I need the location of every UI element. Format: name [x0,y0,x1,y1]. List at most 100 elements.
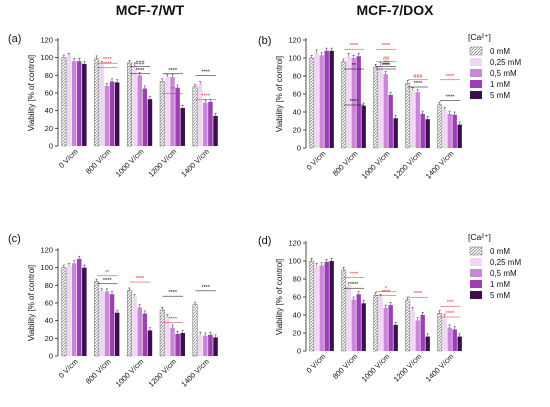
bar [425,119,430,148]
x-tick-label: 0 V/cm [305,352,328,375]
y-tick-label: 0 [49,142,53,151]
panel-b: (b) 0 20 40 60 80 100 120 Viability [% of contro… [258,35,462,181]
bar [175,87,180,146]
panel-label: (c) [8,233,21,245]
legend-swatch [470,69,482,77]
y-tick-label: 0 [297,144,301,153]
bar [410,90,415,148]
y-tick-label: 120 [288,239,301,248]
bar [378,65,383,148]
bar [82,63,87,146]
legend-bottom-title: [Ca²⁺] [468,232,491,242]
bar [415,92,420,148]
bar [447,327,452,351]
legend-entry: 5 mM [490,291,510,300]
x-tick-label: 0 V/cm [305,149,328,172]
significance-label: **** [103,62,112,68]
panel-label: (d) [258,235,271,247]
bar [437,104,443,149]
legend-entry: 5 mM [490,91,510,100]
bar [99,63,105,146]
legend-swatch [470,269,482,277]
bar [114,82,120,146]
bar [114,312,120,356]
x-tick-label: 1200 V/cm [146,357,178,389]
significance-label: **** [169,68,178,74]
bar [309,57,315,149]
legend-swatch [470,58,482,66]
legend-swatch [470,280,482,288]
bar [356,294,361,351]
y-tick-label: 100 [288,54,301,63]
bar [132,65,137,146]
legend-top-title: [Ca²⁺] [468,32,491,42]
bar [324,261,329,351]
bar [383,74,388,148]
bar [405,82,411,149]
x-tick-label: 800 V/cm [84,147,113,176]
x-tick-label: 1000 V/cm [360,352,392,384]
significance-label: **** [446,95,455,101]
legend-entry: 1 mM [490,280,510,289]
bar [71,263,77,356]
significance-label: **** [169,290,178,296]
bar [383,307,388,351]
significance-label: **** [103,57,112,63]
y-tick-label: 60 [45,299,53,308]
bar [420,315,425,351]
legend-entry: 0,5 mM [490,269,517,278]
bar [147,99,153,146]
x-tick-label: 1000 V/cm [114,147,146,179]
bar [76,61,82,147]
legend-entry: 0 mM [490,247,510,256]
bar [104,291,110,356]
bar [82,267,87,356]
y-tick-label: 120 [40,246,53,255]
significance-label: **** [414,81,423,87]
panel-c: (c) 0 20 40 60 80 100 120 Viability [% of contro… [8,233,218,389]
bar [170,77,175,146]
bar [324,50,329,148]
bar [142,88,148,146]
x-tick-label: 800 V/cm [84,357,113,386]
significance-label: ** [171,87,176,93]
bar [213,115,218,146]
bar [314,266,319,351]
x-tick-label: 1200 V/cm [146,147,178,179]
y-tick-label: 80 [293,275,301,284]
significance-label: **** [136,68,145,74]
bar [420,113,425,148]
significance-label: **** [414,291,423,297]
legend-entry: 0 mM [490,47,510,56]
bar [180,333,185,356]
panel-label: (a) [8,33,21,45]
bar [61,57,67,147]
legend-swatch [470,91,482,99]
bar [393,324,398,351]
significance-label: **** [201,93,210,99]
y-tick-label: 120 [288,36,301,45]
y-tick-label: 40 [45,316,53,325]
title-left: MCF-7/WT [116,2,185,18]
bar [319,265,324,351]
significance-label: * [385,286,388,292]
x-tick-label: 1400 V/cm [424,352,456,384]
legend-top: [Ca²⁺] 0 mM 0,25 mM 0,5 mM 1 mM 5 mM [468,32,521,100]
bar [66,55,72,146]
significance-label: **** [201,70,210,76]
legend-swatch [470,291,482,299]
significance-label: *** [447,300,454,306]
bar [213,337,218,356]
bar [346,285,351,351]
bar [208,101,213,146]
bar [425,336,430,351]
bar [452,114,457,148]
bar [346,56,351,149]
bar [94,281,100,357]
significance-label: **** [169,317,178,323]
y-tick-label: 20 [293,126,301,135]
bar [159,309,165,357]
y-tick-label: 80 [45,71,53,80]
bar [415,320,420,351]
